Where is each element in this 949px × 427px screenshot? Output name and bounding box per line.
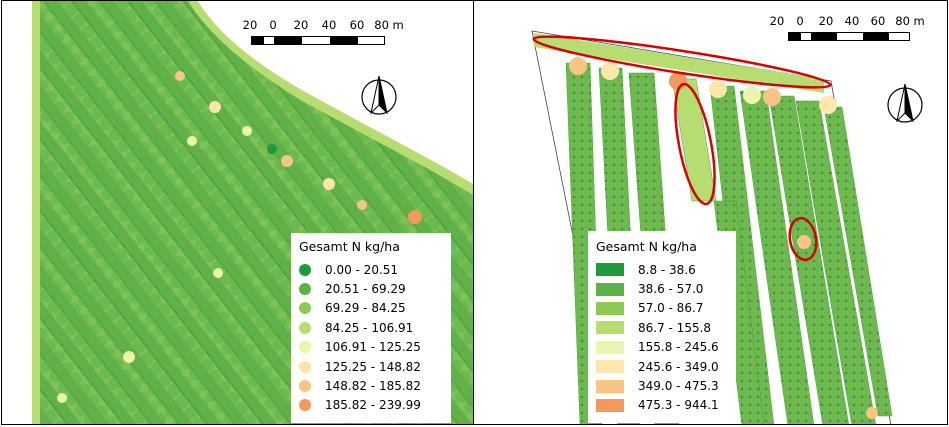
legend-dot-icon	[299, 341, 311, 354]
legend-dot-icon	[299, 263, 311, 276]
north-arrow-icon	[887, 83, 923, 123]
map-panel-right: 20 0 20 40 60 80 m Gesamt N kg/ha 8.8 - …	[474, 0, 948, 425]
legend-item: 57.0 - 86.7	[596, 299, 736, 318]
legend-item: 86.7 - 155.8	[596, 318, 736, 337]
scale-label: 40	[844, 14, 860, 28]
scale-label: 20	[818, 14, 834, 28]
scale-label: 20	[769, 14, 785, 28]
legend-label: 475.3 - 944.1	[638, 398, 719, 413]
scale-label: 80 m	[374, 18, 404, 32]
legend-dot-icon	[299, 321, 311, 334]
scale-label: 0	[269, 18, 277, 32]
legend-item: 349.0 - 475.3	[596, 376, 736, 395]
north-arrow-icon	[361, 75, 397, 115]
legend-swatch	[596, 398, 624, 412]
legend-swatch	[596, 301, 624, 315]
legend-dot-icon	[299, 399, 311, 412]
legend-item: 106.91 - 125.25	[299, 338, 451, 357]
legend-dot-icon	[299, 302, 311, 315]
legend-item: 69.29 - 84.25	[299, 299, 451, 318]
legend-right: Gesamt N kg/ha 8.8 - 38.6 38.6 - 57.0 57.0…	[588, 231, 736, 423]
highlight-ellipse	[674, 82, 716, 206]
legend-title: Gesamt N kg/ha	[299, 239, 400, 254]
legend-item: 475.3 - 944.1	[596, 396, 736, 415]
legend-dot-icon	[299, 283, 311, 296]
legend-item: 38.6 - 57.0	[596, 279, 736, 298]
legend-item: 148.82 - 185.82	[299, 376, 451, 395]
legend-item: 185.82 - 239.99	[299, 396, 451, 415]
legend-label: 106.91 - 125.25	[325, 340, 421, 355]
legend-label: 245.6 - 349.0	[638, 359, 719, 374]
map-panel-left: 20 0 20 40 60 80 m Gesamt N kg/ha 0.00 -…	[1, 0, 474, 425]
scale-bar-left: 20 0 20 40 60 80 m	[242, 18, 404, 48]
legend-label: 69.29 - 84.25	[325, 301, 406, 316]
legend-swatch	[596, 282, 624, 296]
legend-left: Gesamt N kg/ha 0.00 - 20.51 20.51 - 69.29…	[291, 233, 451, 423]
scale-label: 0	[796, 14, 804, 28]
legend-label: 84.25 - 106.91	[325, 320, 414, 335]
scale-label: 60	[870, 14, 886, 28]
legend-swatch	[596, 321, 624, 335]
legend-label: 20.51 - 69.29	[325, 282, 406, 297]
highlight-ellipse	[532, 35, 832, 89]
legend-swatch	[596, 379, 624, 393]
scale-label: 40	[321, 18, 337, 32]
legend-label: 125.25 - 148.82	[325, 359, 421, 374]
legend-label: 8.8 - 38.6	[638, 262, 696, 277]
legend-dot-icon	[299, 380, 311, 393]
legend-swatch	[596, 360, 624, 374]
scale-label: 20	[242, 18, 258, 32]
legend-swatch	[596, 340, 624, 354]
legend-label: 148.82 - 185.82	[325, 379, 421, 394]
legend-item: 84.25 - 106.91	[299, 318, 451, 337]
legend-label: 155.8 - 245.6	[638, 340, 719, 355]
legend-label: 0.00 - 20.51	[325, 262, 399, 277]
legend-label: 57.0 - 86.7	[638, 301, 704, 316]
legend-item: 20.51 - 69.29	[299, 279, 451, 298]
legend-item: 245.6 - 349.0	[596, 357, 736, 376]
legend-title: Gesamt N kg/ha	[596, 239, 697, 254]
legend-label: 349.0 - 475.3	[638, 379, 719, 394]
legend-label: 38.6 - 57.0	[638, 282, 704, 297]
legend-label: 86.7 - 155.8	[638, 320, 712, 335]
legend-item: 125.25 - 148.82	[299, 357, 451, 376]
scale-bar-right: 20 0 20 40 60 80 m	[770, 14, 930, 44]
legend-swatch	[596, 263, 624, 277]
legend-item: 8.8 - 38.6	[596, 260, 736, 279]
legend-item: 155.8 - 245.6	[596, 338, 736, 357]
scale-label: 20	[293, 18, 309, 32]
legend-label: 185.82 - 239.99	[325, 398, 421, 413]
legend-dot-icon	[299, 360, 311, 373]
highlight-ellipse	[788, 216, 818, 262]
scale-label: 60	[349, 18, 365, 32]
scale-label: 80 m	[895, 14, 925, 28]
legend-item: 0.00 - 20.51	[299, 260, 451, 279]
